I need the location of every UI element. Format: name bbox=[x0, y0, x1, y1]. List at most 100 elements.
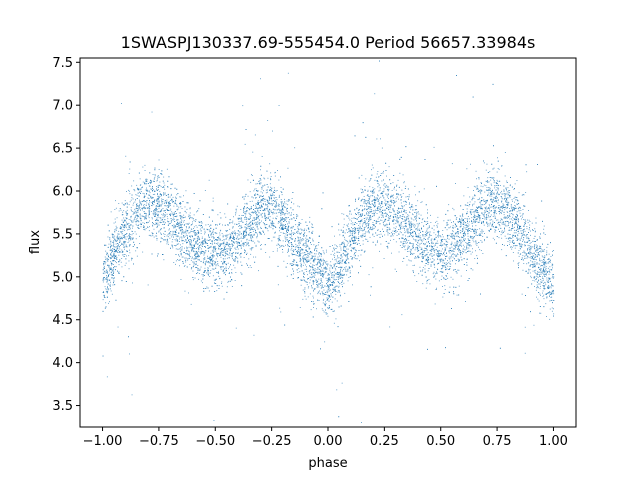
data-point bbox=[393, 203, 394, 205]
data-point bbox=[281, 209, 283, 210]
data-point bbox=[175, 263, 176, 265]
data-point bbox=[529, 265, 531, 267]
data-point bbox=[500, 231, 502, 233]
data-point bbox=[324, 267, 326, 269]
data-point bbox=[351, 239, 353, 241]
data-point bbox=[202, 282, 203, 284]
data-point bbox=[144, 207, 145, 209]
data-point bbox=[546, 252, 548, 254]
data-point bbox=[227, 262, 229, 264]
data-point bbox=[322, 263, 324, 265]
data-point bbox=[178, 233, 180, 234]
data-point bbox=[136, 219, 138, 221]
data-point bbox=[476, 206, 477, 208]
data-point bbox=[200, 225, 202, 227]
data-point bbox=[267, 206, 269, 208]
data-point bbox=[533, 276, 535, 278]
data-point bbox=[151, 218, 153, 220]
data-point bbox=[242, 105, 244, 107]
data-point bbox=[165, 210, 166, 211]
data-point bbox=[213, 420, 215, 421]
data-point bbox=[500, 220, 502, 222]
data-point bbox=[495, 219, 497, 221]
data-point bbox=[218, 285, 220, 287]
data-point bbox=[351, 232, 353, 234]
data-point bbox=[317, 261, 319, 263]
data-point bbox=[498, 207, 500, 208]
data-point bbox=[452, 236, 454, 238]
data-point bbox=[333, 288, 335, 290]
data-point bbox=[280, 209, 282, 211]
data-point bbox=[534, 241, 535, 242]
data-point bbox=[194, 221, 196, 222]
data-point bbox=[522, 209, 524, 210]
data-point bbox=[537, 245, 538, 247]
data-point bbox=[456, 245, 458, 247]
data-point bbox=[134, 231, 136, 233]
data-point bbox=[543, 268, 544, 270]
data-point bbox=[475, 250, 476, 252]
data-point bbox=[140, 184, 142, 186]
data-point bbox=[292, 226, 294, 228]
data-point bbox=[144, 213, 145, 214]
data-point bbox=[268, 212, 270, 214]
data-point bbox=[139, 207, 141, 208]
data-point bbox=[354, 258, 356, 260]
data-point bbox=[327, 284, 328, 286]
data-point bbox=[113, 254, 114, 256]
data-point bbox=[255, 193, 256, 195]
data-point bbox=[377, 209, 379, 211]
data-point bbox=[322, 309, 324, 311]
data-point bbox=[322, 258, 324, 260]
data-point bbox=[489, 209, 490, 211]
data-point bbox=[360, 188, 362, 190]
data-point bbox=[500, 218, 502, 220]
data-point bbox=[373, 213, 375, 215]
data-point bbox=[480, 240, 482, 241]
data-point bbox=[335, 293, 337, 295]
data-point bbox=[273, 223, 275, 224]
data-point bbox=[537, 287, 539, 289]
data-point bbox=[538, 280, 539, 282]
data-point bbox=[179, 259, 181, 261]
data-point bbox=[505, 188, 507, 190]
data-point bbox=[243, 242, 245, 244]
data-point bbox=[245, 230, 247, 231]
data-point bbox=[158, 231, 160, 233]
data-point bbox=[156, 217, 158, 219]
data-point bbox=[180, 247, 181, 249]
data-point bbox=[283, 260, 285, 262]
data-point bbox=[188, 246, 190, 248]
data-point bbox=[239, 217, 240, 219]
data-point bbox=[220, 256, 222, 258]
data-point bbox=[507, 241, 509, 242]
data-point bbox=[463, 226, 465, 228]
data-point bbox=[525, 245, 526, 246]
data-point bbox=[535, 230, 536, 232]
data-point bbox=[183, 220, 185, 221]
data-point bbox=[339, 234, 341, 236]
data-point bbox=[299, 257, 301, 259]
data-point bbox=[132, 233, 134, 234]
data-point bbox=[274, 201, 275, 202]
data-point bbox=[523, 219, 525, 220]
data-point bbox=[129, 190, 130, 192]
data-point bbox=[180, 224, 182, 226]
data-point bbox=[139, 205, 140, 206]
data-point bbox=[532, 229, 533, 230]
data-point bbox=[293, 217, 295, 218]
data-point bbox=[395, 216, 397, 218]
data-point bbox=[394, 228, 396, 229]
data-point bbox=[314, 273, 316, 275]
data-point bbox=[216, 252, 218, 254]
data-point bbox=[518, 203, 520, 205]
data-point bbox=[191, 228, 193, 230]
data-point bbox=[444, 262, 446, 264]
data-point bbox=[255, 231, 256, 233]
data-point bbox=[286, 263, 288, 264]
data-point bbox=[154, 210, 156, 212]
data-point bbox=[323, 311, 325, 313]
data-point bbox=[529, 250, 531, 252]
data-point bbox=[314, 248, 316, 250]
data-point bbox=[339, 244, 341, 245]
